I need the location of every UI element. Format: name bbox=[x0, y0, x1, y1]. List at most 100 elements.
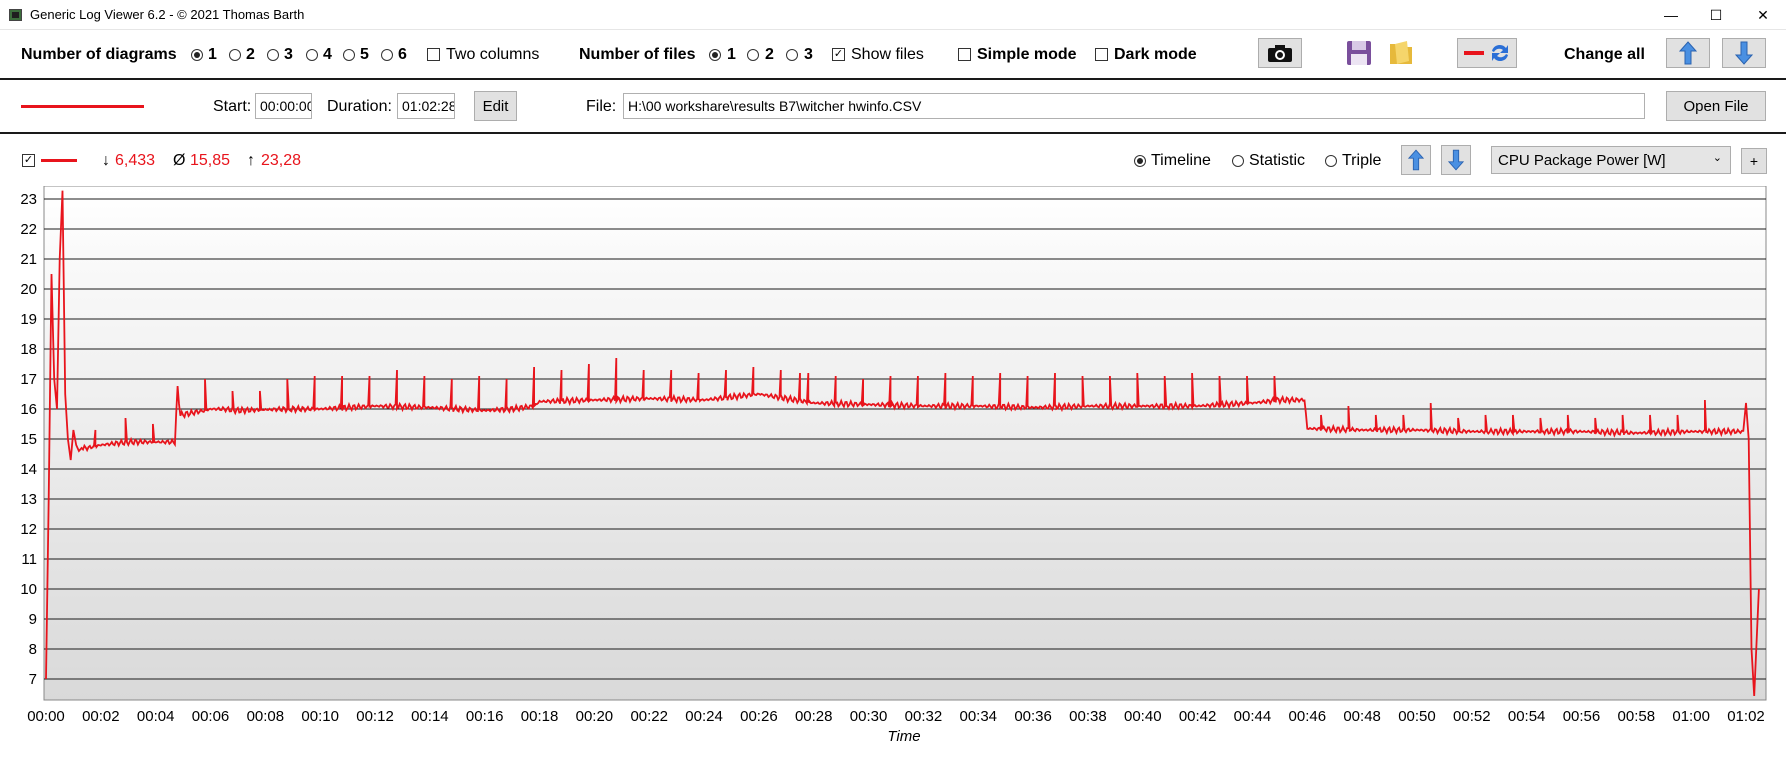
x-tick-label: 00:44 bbox=[1234, 708, 1272, 725]
show-files-checkbox[interactable]: ✓ bbox=[832, 48, 845, 61]
x-tick-label: 00:50 bbox=[1398, 708, 1436, 725]
file-line-color[interactable] bbox=[21, 105, 144, 108]
y-tick-label: 16 bbox=[20, 401, 37, 418]
y-tick-label: 14 bbox=[20, 461, 37, 478]
edit-button[interactable]: Edit bbox=[474, 91, 517, 121]
x-tick-label: 00:22 bbox=[630, 708, 668, 725]
duration-field[interactable]: 01:02:28 bbox=[397, 93, 455, 119]
save-button[interactable] bbox=[1343, 38, 1375, 68]
screenshot-button[interactable] bbox=[1258, 38, 1302, 68]
add-diagram-button[interactable]: + bbox=[1741, 148, 1767, 174]
x-axis-label: Time bbox=[887, 728, 920, 745]
diagrams-option-1: 1 bbox=[208, 46, 217, 63]
y-tick-label: 21 bbox=[20, 251, 37, 268]
move-up-all-button[interactable] bbox=[1666, 38, 1710, 68]
x-tick-label: 00:20 bbox=[576, 708, 614, 725]
diagrams-radio-1[interactable] bbox=[191, 49, 203, 61]
change-all-label: Change all bbox=[1564, 46, 1645, 63]
x-tick-label: 00:48 bbox=[1343, 708, 1381, 725]
move-down-all-button[interactable] bbox=[1722, 38, 1766, 68]
x-tick-label: 00:10 bbox=[301, 708, 339, 725]
x-tick-label: 00:38 bbox=[1069, 708, 1107, 725]
arrow-up-icon bbox=[1679, 41, 1697, 65]
diagrams-radio-4[interactable] bbox=[306, 49, 318, 61]
title-bar: Generic Log Viewer 6.2 - © 2021 Thomas B… bbox=[0, 0, 1786, 30]
file-path-field[interactable]: H:\00 workshare\results B7\witcher hwinf… bbox=[623, 93, 1645, 119]
y-tick-label: 23 bbox=[20, 191, 37, 208]
view-triple-label: Triple bbox=[1342, 152, 1382, 169]
x-tick-label: 00:36 bbox=[1014, 708, 1052, 725]
x-tick-label: 00:06 bbox=[192, 708, 230, 725]
files-radio-1[interactable] bbox=[709, 49, 721, 61]
folder-icon bbox=[1390, 41, 1412, 64]
files-radio-3[interactable] bbox=[786, 49, 798, 61]
camera-icon bbox=[1268, 45, 1292, 62]
duration-label: Duration: bbox=[327, 98, 392, 115]
view-timeline-label: Timeline bbox=[1151, 152, 1211, 169]
series-visible-checkbox[interactable]: ✓ bbox=[22, 154, 35, 167]
swap-color-icon bbox=[1464, 44, 1508, 62]
diagrams-option-2: 2 bbox=[246, 46, 255, 63]
y-tick-label: 18 bbox=[20, 341, 37, 358]
series-line-color[interactable] bbox=[41, 159, 77, 162]
x-tick-label: 00:02 bbox=[82, 708, 120, 725]
x-tick-label: 00:16 bbox=[466, 708, 504, 725]
arrow-down-icon bbox=[1448, 149, 1464, 171]
maximize-button[interactable]: ☐ bbox=[1709, 6, 1723, 23]
files-option-2: 2 bbox=[765, 46, 774, 63]
x-tick-label: 00:34 bbox=[959, 708, 997, 725]
view-triple-radio[interactable] bbox=[1325, 155, 1337, 167]
diagram-header: ✓ ↓ 6,433 Ø 15,85 ↑ 23,28 Timeline Stati… bbox=[0, 136, 1786, 186]
simple-mode-checkbox[interactable] bbox=[958, 48, 971, 61]
arrow-up-icon bbox=[1408, 149, 1424, 171]
diagrams-radio-2[interactable] bbox=[229, 49, 241, 61]
diagrams-option-3: 3 bbox=[284, 46, 293, 63]
min-value: 6,433 bbox=[115, 152, 156, 169]
two-columns-label: Two columns bbox=[446, 46, 540, 63]
show-files-label: Show files bbox=[851, 46, 924, 63]
file-row: Start: 00:00:00 Duration: 01:02:28 Edit … bbox=[0, 80, 1786, 134]
two-columns-checkbox[interactable] bbox=[427, 48, 440, 61]
diagrams-radio-5[interactable] bbox=[343, 49, 355, 61]
dark-mode-label: Dark mode bbox=[1114, 46, 1197, 63]
diagrams-option-4: 4 bbox=[323, 46, 332, 63]
y-tick-label: 7 bbox=[29, 671, 37, 688]
diagrams-label: Number of diagrams bbox=[21, 46, 177, 63]
x-tick-label: 00:12 bbox=[356, 708, 394, 725]
chevron-down-icon: ⌄ bbox=[1712, 152, 1722, 164]
x-tick-label: 00:26 bbox=[740, 708, 778, 725]
move-down-button[interactable] bbox=[1441, 145, 1471, 175]
diagrams-option-5: 5 bbox=[360, 46, 369, 63]
y-tick-label: 15 bbox=[20, 431, 37, 448]
view-statistic-radio[interactable] bbox=[1232, 155, 1244, 167]
start-label: Start: bbox=[213, 98, 252, 115]
x-tick-label: 00:24 bbox=[685, 708, 723, 725]
channel-select[interactable]: CPU Package Power [W] ⌄ bbox=[1491, 146, 1731, 174]
x-tick-label: 00:32 bbox=[905, 708, 943, 725]
close-button[interactable]: ✕ bbox=[1757, 6, 1769, 23]
open-folder-button[interactable] bbox=[1385, 38, 1417, 68]
open-file-button[interactable]: Open File bbox=[1666, 91, 1766, 121]
x-tick-label: 01:00 bbox=[1672, 708, 1710, 725]
view-statistic-label: Statistic bbox=[1249, 152, 1306, 169]
diagrams-radio-3[interactable] bbox=[267, 49, 279, 61]
diagrams-option-6: 6 bbox=[398, 46, 407, 63]
start-field[interactable]: 00:00:00 bbox=[255, 93, 312, 119]
move-up-button[interactable] bbox=[1401, 145, 1431, 175]
x-tick-label: 00:14 bbox=[411, 708, 449, 725]
avg-value: 15,85 bbox=[190, 152, 231, 169]
x-tick-label: 00:08 bbox=[247, 708, 285, 725]
swap-color-button[interactable] bbox=[1457, 38, 1517, 68]
x-tick-label: 00:28 bbox=[795, 708, 833, 725]
y-tick-label: 10 bbox=[20, 581, 37, 598]
view-timeline-radio[interactable] bbox=[1134, 155, 1146, 167]
x-tick-label: 01:02 bbox=[1727, 708, 1765, 725]
y-tick-label: 12 bbox=[20, 521, 37, 538]
save-icon bbox=[1347, 41, 1371, 65]
files-radio-2[interactable] bbox=[747, 49, 759, 61]
diagrams-radio-6[interactable] bbox=[381, 49, 393, 61]
dark-mode-checkbox[interactable] bbox=[1095, 48, 1108, 61]
x-tick-label: 00:46 bbox=[1289, 708, 1327, 725]
minimize-button[interactable]: — bbox=[1664, 7, 1678, 23]
x-tick-label: 00:18 bbox=[521, 708, 559, 725]
